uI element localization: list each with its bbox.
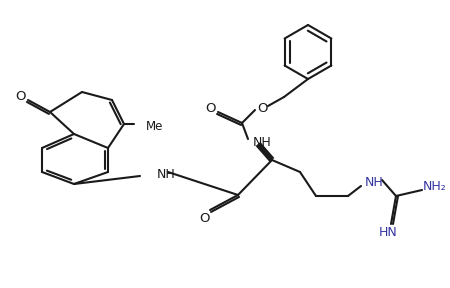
Text: NH₂: NH₂ <box>423 179 447 192</box>
Text: NH: NH <box>364 175 383 189</box>
Text: O: O <box>257 101 267 115</box>
Text: HN: HN <box>378 226 397 240</box>
Text: O: O <box>15 90 25 103</box>
Text: NH: NH <box>157 168 176 181</box>
Text: O: O <box>206 103 216 115</box>
Text: O: O <box>199 211 209 225</box>
Text: NH: NH <box>252 135 271 149</box>
Text: Me: Me <box>146 120 163 132</box>
